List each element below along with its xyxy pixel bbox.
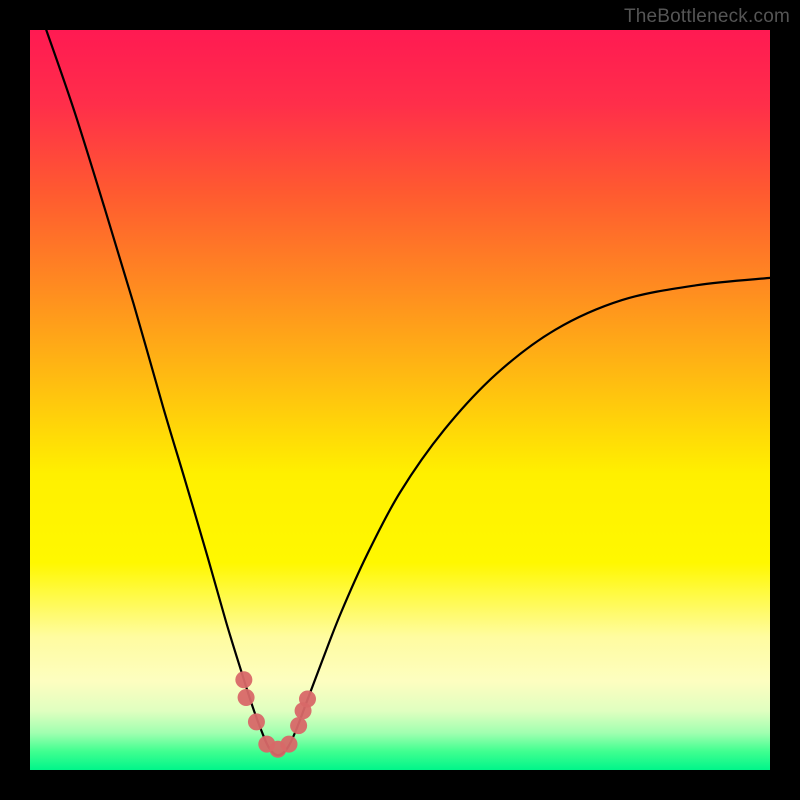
watermark-text: TheBottleneck.com <box>624 6 790 28</box>
trough-marker <box>299 690 316 707</box>
trough-marker <box>238 689 255 706</box>
bottleneck-curve <box>46 30 770 755</box>
curve-layer <box>30 30 770 770</box>
trough-marker <box>290 717 307 734</box>
trough-marker <box>281 736 298 753</box>
plot-area <box>30 30 770 770</box>
trough-markers <box>235 671 316 758</box>
trough-marker <box>248 713 265 730</box>
trough-marker <box>235 671 252 688</box>
